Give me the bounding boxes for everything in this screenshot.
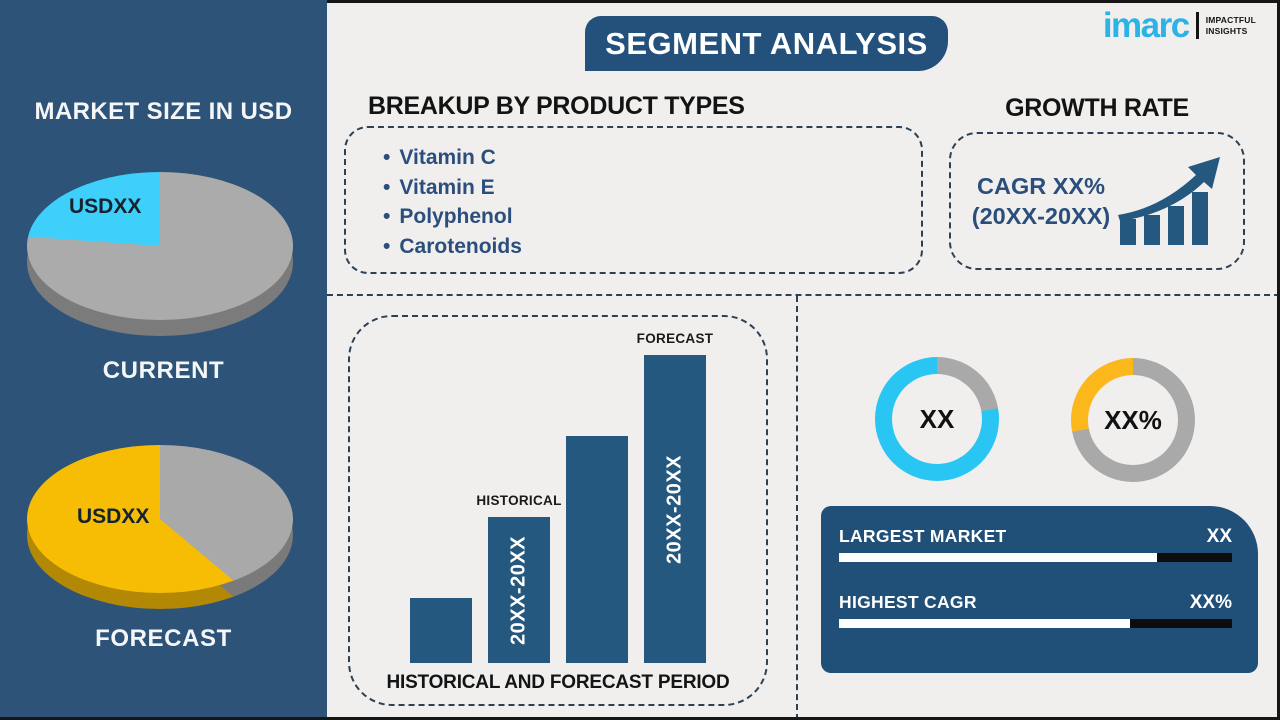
product-types-box: Vitamin C Vitamin E Polyphenol Carotenoi… [344,126,923,274]
highest-cagr-bar [839,619,1232,628]
forecast-pie-face [27,445,293,593]
highest-cagr-row: HIGHEST CAGR XX% [839,592,1232,628]
historical-range-label: 20XX-20XX [507,535,530,645]
cagr-value: CAGR XX% [977,173,1105,199]
forecast-pie-value-label: USDXX [77,505,150,528]
largest-market-row: LARGEST MARKET XX [839,526,1232,562]
historical-label: HISTORICAL [476,493,562,508]
vertical-divider [796,296,798,720]
donut-right-value: XX% [1104,404,1162,435]
forecast-label: FORECAST [636,331,714,346]
list-item: Polyphenol [383,202,921,232]
product-types-list: Vitamin C Vitamin E Polyphenol Carotenoi… [346,128,921,261]
forecast-pie-chart: USDXX [27,445,293,609]
current-pie-value-label: USDXX [69,195,142,218]
donut-chart-right: XX% [1071,358,1195,482]
bar-forecast: 20XX-20XX [644,355,706,663]
market-size-sidebar: MARKET SIZE IN USD USDXX CURRENT USDXX F… [0,0,327,720]
donut-left-value: XX [919,403,955,434]
growth-rate-heading: GROWTH RATE [1005,94,1189,122]
stats-panel: LARGEST MARKET XX HIGHEST CAGR XX% [821,506,1258,673]
cagr-text: CAGR XX% (20XX-20XX) [972,171,1110,231]
highest-cagr-label: HIGHEST CAGR [839,592,977,612]
list-item: Carotenoids [383,232,921,262]
growth-chart-icon [1118,157,1221,245]
current-caption: CURRENT [102,357,225,384]
donut-left-hole: XX [892,374,982,464]
largest-market-bar [839,553,1232,562]
donut-right-hole: XX% [1088,375,1178,465]
list-item: Vitamin C [383,143,921,173]
logo-tagline-line2: INSIGHTS [1205,25,1248,36]
forecast-caption: FORECAST [95,625,232,652]
frame-edge-top [327,0,1280,3]
period-bar-chart: 20XX-20XX 20XX-20XX HISTORICAL FORECAST … [348,315,768,706]
cagr-period: (20XX-20XX) [971,203,1111,229]
list-item: Vitamin E [383,173,921,203]
largest-market-label: LARGEST MARKET [839,526,1007,546]
current-pie-face [27,172,293,320]
horizontal-divider [327,294,1280,296]
frame-edge-right [1277,0,1280,720]
breakup-heading: BREAKUP BY PRODUCT TYPES [368,92,745,120]
page-title: SEGMENT ANALYSIS [585,16,948,71]
logo-divider [1195,12,1199,39]
largest-market-bar-fill [839,553,1158,562]
bar-historical: 20XX-20XX [488,517,550,663]
imarc-logo-wordmark: imarc [1102,6,1190,45]
logo-tagline-line1: IMPACTFUL [1205,15,1256,25]
highest-cagr-value: XX% [1189,592,1232,613]
imarc-logo: imarc IMPACTFUL INSIGHTS [1103,8,1256,43]
growth-rate-box: CAGR XX% (20XX-20XX) [949,132,1245,270]
period-chart-caption: HISTORICAL AND FORECAST PERIOD [386,672,730,693]
bar-early-historical [410,598,472,663]
current-pie-chart: USDXX [27,172,293,336]
frame-edge-bottom [0,717,1280,720]
logo-tagline: IMPACTFUL INSIGHTS [1206,15,1256,36]
largest-market-value: XX [1206,526,1232,547]
donut-chart-left: XX [875,357,999,481]
sidebar-heading: MARKET SIZE IN USD [34,98,293,125]
forecast-range-label: 20XX-20XX [663,454,686,564]
main-content: SEGMENT ANALYSIS imarc IMPACTFUL INSIGHT… [327,0,1280,720]
highest-cagr-bar-fill [839,619,1130,628]
bar-mid [566,436,628,663]
